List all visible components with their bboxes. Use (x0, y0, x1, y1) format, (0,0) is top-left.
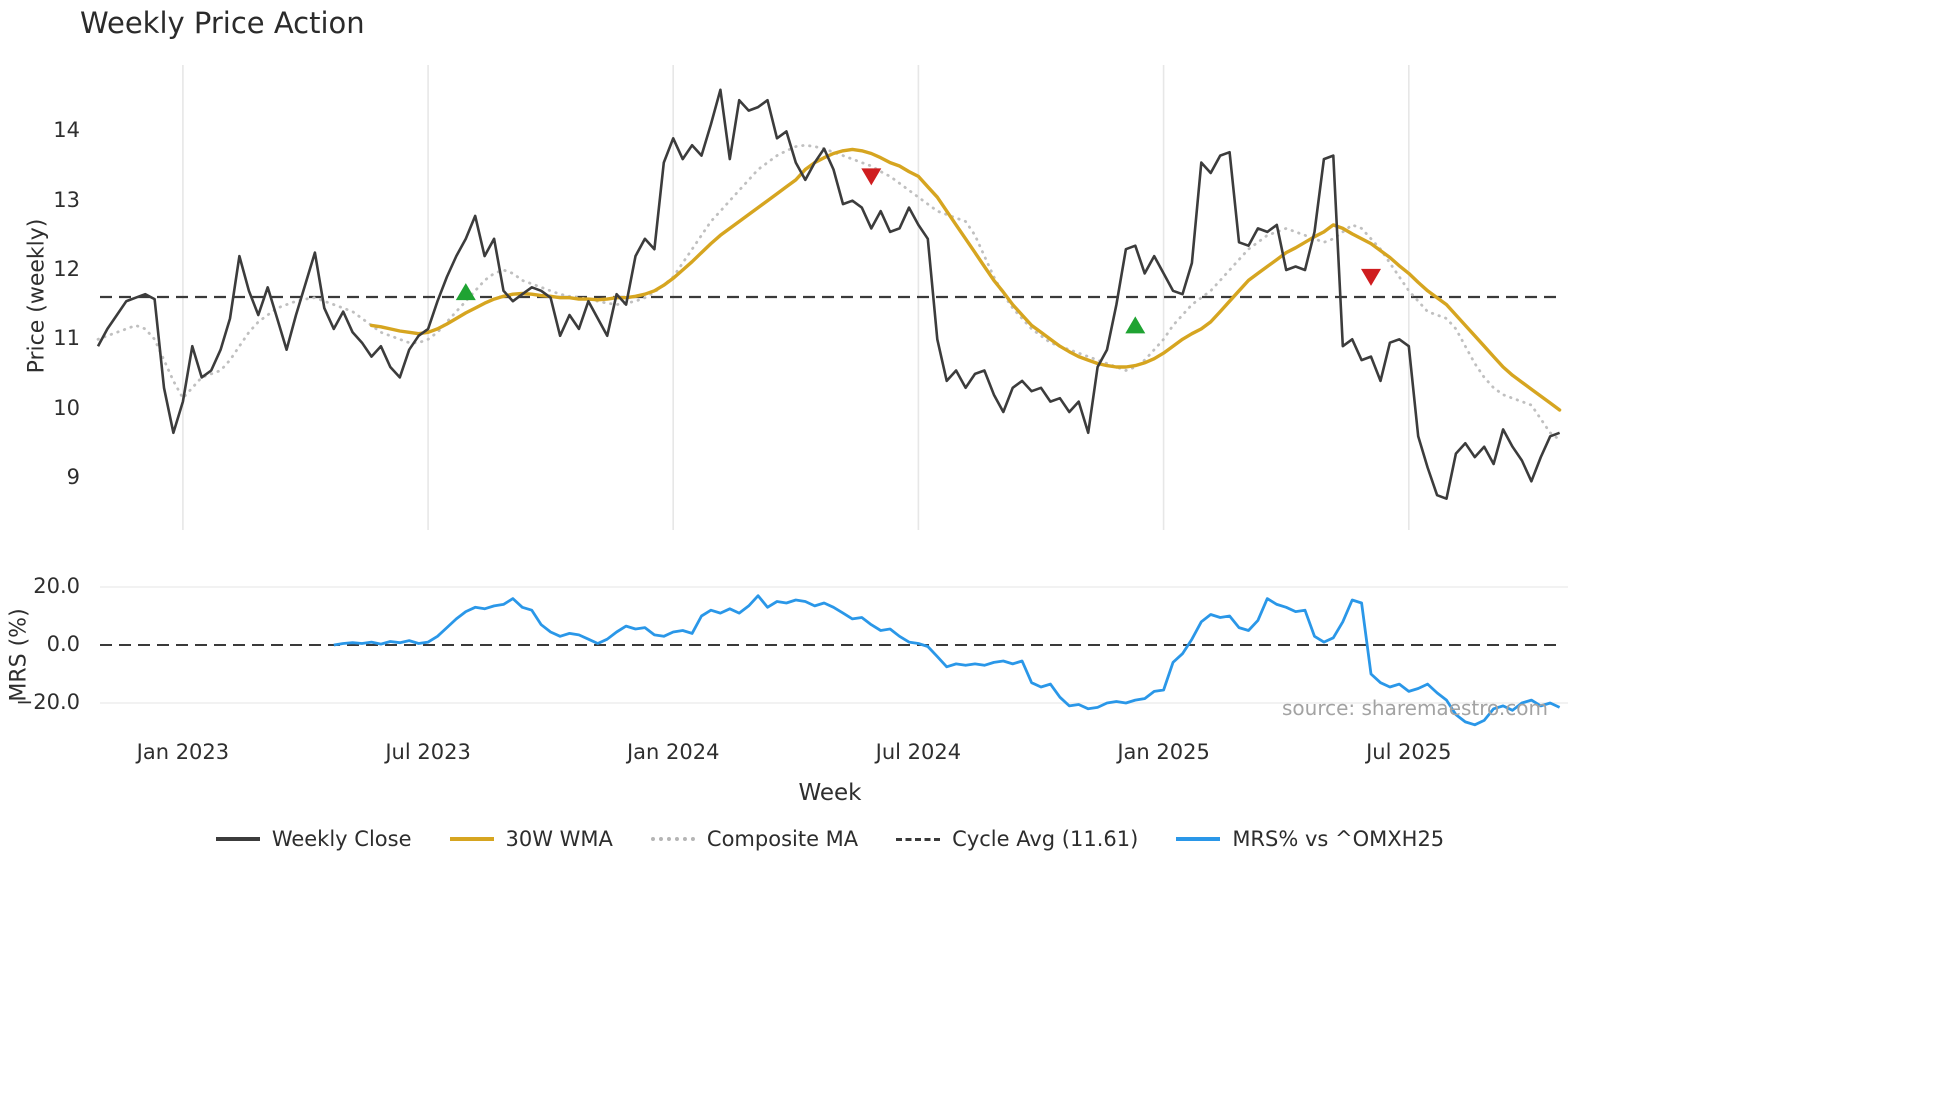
sell-marker (861, 168, 882, 186)
legend: Weekly Close 30W WMA Composite MA Cycle Avg… (100, 827, 1560, 851)
price-ytick-label: 13 (53, 187, 80, 212)
legend-swatch-dashed (896, 837, 941, 841)
wma-line (369, 147, 1562, 412)
price-ytick-label: 10 (53, 395, 80, 420)
chart-title: Weekly Price Action (80, 6, 365, 40)
x-tick-label: Jan 2024 (626, 740, 720, 764)
legend-swatch-solid (215, 837, 260, 841)
x-tick-label: Jul 2025 (1366, 740, 1452, 764)
price-ytick-label: 14 (53, 118, 80, 143)
x-tick-label: Jul 2024 (875, 740, 962, 764)
composite-ma-line (96, 143, 1561, 442)
legend-item: 30W WMA (449, 827, 613, 851)
legend-item: Composite MA (650, 827, 859, 851)
x-tick-label: Jan 2025 (1117, 740, 1210, 764)
legend-swatch-solid (449, 837, 494, 841)
mrs-ytick-label: 0.0 (46, 632, 80, 656)
legend-label: Cycle Avg (11.61) (952, 827, 1139, 851)
weekly-close-line (96, 88, 1561, 501)
mrs-ytick-label: −20.0 (15, 690, 80, 714)
buy-marker (455, 283, 476, 301)
legend-item: MRS% vs ^OMXH25 (1176, 827, 1444, 851)
mrs-line (333, 594, 1561, 727)
x-tick-label: Jul 2023 (385, 740, 471, 764)
legend-label: 30W WMA (505, 827, 613, 851)
legend-item: Cycle Avg (11.61) (896, 827, 1138, 851)
legend-swatch-dotted (650, 837, 695, 841)
legend-label: Composite MA (706, 827, 859, 851)
price-ytick-label: 9 (66, 464, 80, 489)
legend-swatch-solid (1176, 837, 1221, 841)
sell-marker (1361, 268, 1381, 286)
price-ytick-label: 11 (53, 326, 80, 351)
x-tick-label: Jan 2023 (136, 740, 230, 764)
buy-marker (1125, 316, 1146, 334)
x-axis-label: Week (798, 780, 862, 806)
source-watermark: source: sharemaestro.com (1282, 696, 1548, 720)
legend-label: Weekly Close (271, 827, 412, 851)
mrs-ytick-label: 20.0 (33, 574, 80, 598)
legend-item: Weekly Close (215, 827, 412, 851)
price-ytick-label: 12 (53, 257, 80, 281)
legend-label: MRS% vs ^OMXH25 (1232, 827, 1445, 851)
